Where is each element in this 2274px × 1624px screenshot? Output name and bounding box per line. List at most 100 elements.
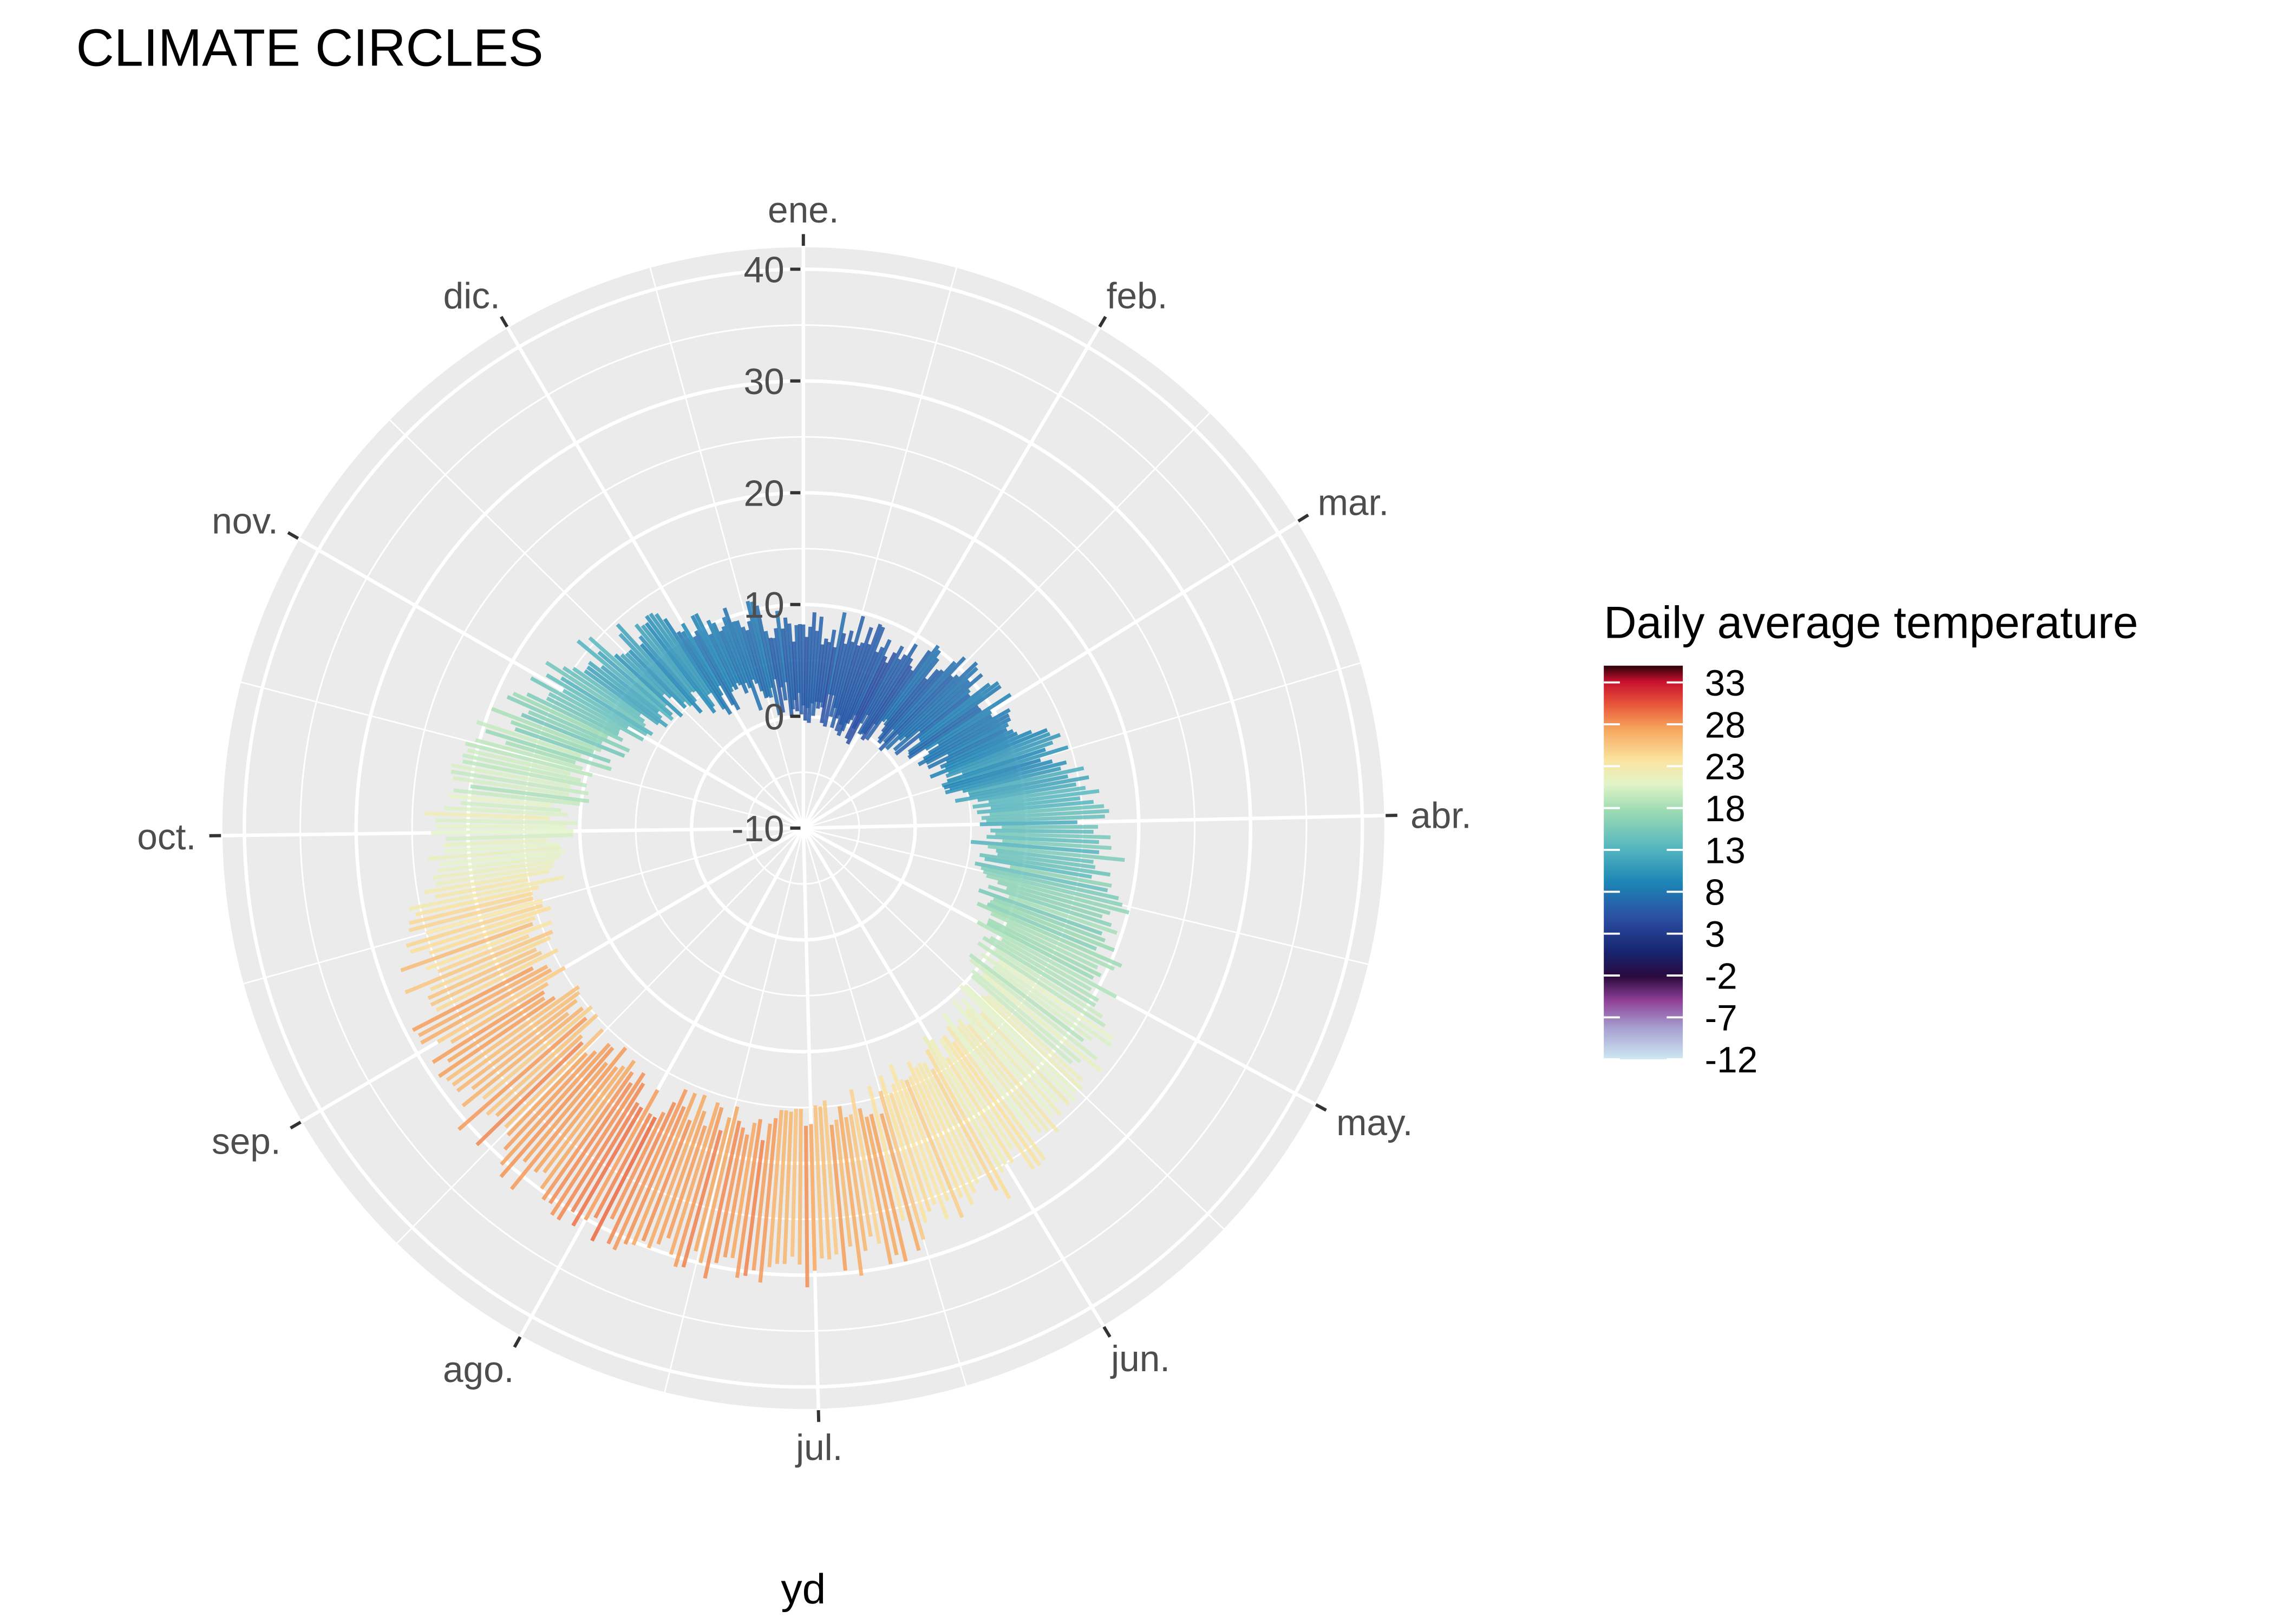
temperature-bar <box>906 1061 974 1206</box>
temperature-bar <box>425 899 543 935</box>
temperature-bar <box>634 623 693 693</box>
temperature-bar <box>992 966 1093 1042</box>
temperature-bar <box>988 844 1125 862</box>
temperature-bar <box>597 651 673 717</box>
temperature-bar <box>942 1012 1033 1131</box>
temperature-bar <box>514 727 611 764</box>
temperature-bar <box>986 902 1097 951</box>
temperature-bar <box>530 676 644 742</box>
temperature-bar <box>977 800 1094 815</box>
temperature-bar <box>997 959 1114 1041</box>
temperature-bar <box>400 922 533 972</box>
temperature-bar <box>722 607 763 711</box>
temperature-bar <box>820 629 837 708</box>
temperature-bar <box>984 857 1092 879</box>
temperature-bar <box>428 846 561 861</box>
temperature-bar <box>925 717 1011 765</box>
temperature-bar <box>408 875 565 911</box>
temperature-bar <box>979 853 1111 877</box>
temperature-bar <box>506 695 630 753</box>
month-tick-mark <box>290 1121 302 1130</box>
temperature-bar <box>782 1111 793 1265</box>
temperature-bar <box>750 601 774 689</box>
temperature-bar <box>834 1119 853 1247</box>
temperature-bar <box>956 1025 1042 1133</box>
temperature-bar <box>446 833 573 841</box>
temperature-bar <box>990 828 1094 834</box>
temperature-bar <box>937 710 992 746</box>
temperature-bar <box>448 794 553 808</box>
temperature-bar <box>865 650 932 741</box>
temperature-bar <box>945 729 1014 764</box>
y-tick-label: 10 <box>744 585 785 626</box>
temperature-bar <box>899 1079 950 1202</box>
temperature-bar <box>763 631 777 680</box>
temperature-bar <box>548 1082 633 1204</box>
month-label: jun. <box>1110 1339 1170 1379</box>
month-label: ene. <box>768 190 839 231</box>
temperature-bar <box>767 1110 783 1267</box>
temperature-bar <box>444 842 560 854</box>
temperature-bar <box>562 666 645 723</box>
temperature-bar <box>409 891 533 925</box>
temperature-bar <box>888 1064 949 1220</box>
month-label: sep. <box>212 1121 281 1162</box>
temperature-bar <box>663 618 726 710</box>
major-grid-circle <box>243 267 1364 1389</box>
temperature-bar <box>927 714 993 755</box>
temperature-bar <box>491 706 602 752</box>
temperature-bar <box>946 748 1046 783</box>
temperature-bar <box>807 612 816 723</box>
temperature-bar <box>981 866 1119 901</box>
temperature-bar <box>527 710 603 745</box>
temperature-bar <box>482 1005 593 1100</box>
temperature-bar <box>758 1118 778 1283</box>
legend-tick-label: 28 <box>1705 705 1746 745</box>
month-tick-mark <box>500 316 509 328</box>
temperature-bar <box>976 920 1118 999</box>
temperature-bar <box>945 1056 1015 1164</box>
temperature-bar <box>505 741 576 765</box>
temperature-bar <box>623 1105 686 1245</box>
temperature-bar <box>860 665 913 741</box>
temperature-bar <box>453 776 570 797</box>
temperature-bar <box>837 624 883 737</box>
temperature-bar <box>955 775 1089 803</box>
temperature-bar <box>641 1119 692 1242</box>
temperature-bar <box>829 615 865 729</box>
temperature-bar <box>941 745 1069 788</box>
temperature-bar <box>894 693 971 756</box>
temperature-bar <box>988 785 1086 804</box>
legend-tick-label: -7 <box>1705 998 1737 1039</box>
temperature-bar <box>562 689 629 729</box>
temperature-bar <box>461 1006 584 1108</box>
temperature-bar <box>951 999 1054 1117</box>
temperature-bar <box>888 1092 932 1213</box>
temperature-bar <box>914 1066 977 1194</box>
temperature-bar <box>988 885 1112 927</box>
temperature-bar <box>957 1018 1050 1132</box>
temperature-bar <box>849 1089 881 1244</box>
temperature-bar <box>450 981 549 1044</box>
temperature-bar <box>746 600 773 698</box>
temperature-bar <box>694 1117 731 1252</box>
temperature-bar <box>939 1038 1014 1150</box>
temperature-bar <box>866 658 901 716</box>
temperature-bar <box>969 958 1098 1061</box>
temperature-bar <box>881 677 928 734</box>
temperature-bar <box>443 838 548 847</box>
temperature-bar <box>857 654 907 735</box>
temperature-bar <box>949 759 1053 791</box>
temperature-bar <box>834 626 873 732</box>
temperature-bar <box>600 665 660 713</box>
temperature-bar <box>420 968 552 1045</box>
major-spoke <box>801 327 1101 829</box>
temperature-bar <box>877 669 944 744</box>
minor-spoke <box>802 412 1211 829</box>
temperature-bar <box>995 831 1111 840</box>
temperature-bar <box>721 626 748 684</box>
temperature-bar <box>982 973 1103 1073</box>
temperature-bar <box>845 656 888 739</box>
temperature-bar <box>703 1120 742 1279</box>
